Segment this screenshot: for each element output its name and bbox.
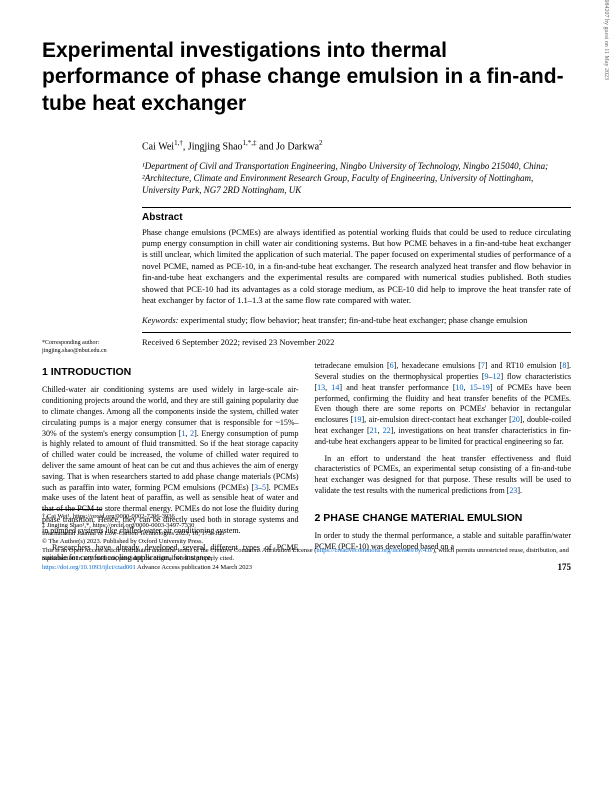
license-link[interactable]: https://creativecommons.org/licenses/by/… xyxy=(316,547,433,554)
footer-license: This is an Open Access article distribut… xyxy=(42,547,571,564)
cite-20[interactable]: 20 xyxy=(512,415,520,424)
footer-doi-line: https://doi.org/10.1093/ijlct/ctad001 Ad… xyxy=(42,564,571,572)
cite-22[interactable]: 22 xyxy=(383,426,391,435)
footer-orcid-1: † Cai Wei¹, https://orcid.org/0000-0002-… xyxy=(42,513,571,521)
page-number: 175 xyxy=(558,562,572,572)
abstract-label: Abstract xyxy=(142,212,571,223)
section-1-heading: 1 INTRODUCTION xyxy=(42,365,299,379)
author-2: , Jingjing Shao xyxy=(183,141,243,152)
corresponding-email: jingjing.shao@nbut.edu.cn xyxy=(42,348,132,356)
cite-10[interactable]: 10 xyxy=(456,383,464,392)
keywords-label: Keywords: xyxy=(142,315,179,325)
footer-block: † Cai Wei¹, https://orcid.org/0000-0002-… xyxy=(42,509,571,572)
cite-21[interactable]: 21 xyxy=(370,426,378,435)
page-container: Experimental investigations into thermal… xyxy=(0,0,613,590)
col2-para-2: In an effort to understand the heat tran… xyxy=(315,454,572,497)
corresponding-label: *Corresponding author: xyxy=(42,340,132,348)
author-3-sup: 2 xyxy=(319,139,323,147)
cite-19[interactable]: 19 xyxy=(482,383,490,392)
article-title: Experimental investigations into thermal… xyxy=(42,38,571,117)
rule-bottom xyxy=(142,332,571,333)
authors-line: Cai Wei1,†, Jingjing Shao1,*,‡ and Jo Da… xyxy=(142,139,571,152)
footer-copyright: © The Author(s) 2023. Published by Oxfor… xyxy=(42,538,571,546)
affiliations: ¹Department of Civil and Transportation … xyxy=(142,160,571,196)
footer-journal: International Journal of Low-Carbon Tech… xyxy=(42,530,571,538)
col2-para-1: tetradecane emulsion [6], hexadecane emu… xyxy=(315,361,572,447)
keywords-text: experimental study; flow behavior; heat … xyxy=(179,315,528,325)
cite-13[interactable]: 13 xyxy=(317,383,325,392)
doi-link[interactable]: https://doi.org/10.1093/ijlct/ctad001 xyxy=(42,564,136,571)
author-2-sup: 1,*,‡ xyxy=(243,139,257,147)
abstract-body: Phase change emulsions (PCMEs) are alway… xyxy=(142,227,571,307)
footer-rule xyxy=(42,509,102,510)
corresponding-author: *Corresponding author: jingjing.shao@nbu… xyxy=(42,340,132,356)
author-3: and Jo Darkwa xyxy=(257,141,319,152)
keywords-line: Keywords: experimental study; flow behav… xyxy=(142,315,571,326)
author-1: Cai Wei xyxy=(142,141,174,152)
footer-orcid-2: ‡ Jingjing Shao¹,*, https://orcid.org/00… xyxy=(42,522,571,530)
advance-date: Advance Access publication 24 March 2023 xyxy=(136,564,252,571)
header-block: Experimental investigations into thermal… xyxy=(42,38,571,347)
cite-15[interactable]: 15 xyxy=(470,383,478,392)
download-watermark: Downloaded from https://academic.oup.com… xyxy=(603,0,609,80)
received-dates: Received 6 September 2022; revised 23 No… xyxy=(142,337,571,347)
meta-block: Cai Wei1,†, Jingjing Shao1,*,‡ and Jo Da… xyxy=(142,139,571,348)
cite-12[interactable]: 12 xyxy=(493,372,501,381)
rule-top xyxy=(142,207,571,208)
author-1-sup: 1,† xyxy=(174,139,183,147)
